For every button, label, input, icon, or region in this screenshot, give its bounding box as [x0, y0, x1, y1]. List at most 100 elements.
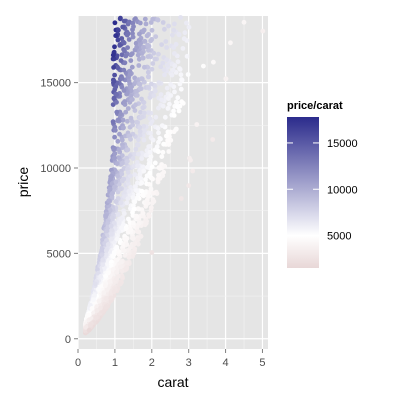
data-point — [130, 34, 136, 40]
data-point — [125, 118, 130, 124]
data-point — [130, 236, 136, 241]
data-point — [146, 47, 151, 53]
data-point — [150, 137, 156, 143]
data-point — [136, 137, 141, 143]
data-point — [135, 241, 141, 247]
data-point — [180, 46, 186, 51]
data-point — [141, 137, 147, 143]
data-point — [137, 125, 143, 130]
data-point — [162, 163, 168, 169]
data-point — [153, 114, 159, 120]
data-point — [112, 134, 117, 140]
data-point — [111, 96, 117, 101]
data-point — [127, 68, 133, 74]
data-point — [130, 195, 136, 200]
data-point — [139, 180, 145, 186]
x-tick-label: 0 — [75, 357, 81, 369]
data-point — [151, 50, 157, 56]
data-point — [114, 236, 120, 242]
data-point — [107, 207, 113, 213]
data-point — [115, 117, 121, 123]
data-point — [146, 161, 152, 167]
data-point — [127, 173, 133, 179]
data-point — [112, 20, 118, 26]
y-tick-label: 15000 — [40, 78, 71, 90]
data-point — [115, 233, 120, 238]
data-point — [156, 51, 161, 57]
data-point — [134, 89, 140, 94]
data-point — [160, 20, 166, 25]
data-point — [139, 114, 145, 120]
x-axis: 0 1 2 3 4 5 — [75, 349, 266, 369]
data-point — [121, 211, 127, 217]
data-point — [119, 225, 124, 231]
data-point — [134, 214, 140, 219]
data-point — [241, 19, 247, 25]
data-point — [128, 84, 134, 90]
data-point — [114, 109, 120, 115]
data-point — [111, 289, 117, 295]
data-point — [100, 257, 106, 263]
data-point — [114, 92, 119, 98]
data-point — [135, 237, 141, 243]
data-point — [164, 57, 170, 63]
data-point — [164, 45, 170, 50]
data-point — [156, 172, 161, 178]
data-point — [175, 59, 181, 65]
data-point — [153, 34, 159, 39]
data-point — [164, 85, 170, 91]
data-point — [119, 52, 125, 58]
x-tick-label: 3 — [186, 357, 192, 369]
data-point — [113, 199, 119, 205]
data-point — [143, 21, 149, 27]
data-point — [124, 32, 130, 38]
data-point — [119, 153, 125, 159]
data-point — [140, 44, 146, 50]
data-point — [117, 186, 123, 192]
data-point — [141, 123, 147, 129]
data-point — [113, 33, 119, 39]
data-point — [128, 58, 134, 63]
data-point — [168, 82, 174, 87]
data-point — [145, 164, 150, 170]
data-point — [128, 115, 134, 121]
data-point — [158, 64, 164, 70]
data-point — [122, 48, 127, 54]
data-point — [223, 76, 229, 82]
data-point — [109, 227, 115, 233]
data-point — [170, 67, 176, 73]
data-point — [173, 126, 179, 132]
y-tick-label: 5000 — [47, 248, 71, 260]
data-point — [139, 188, 145, 194]
data-point — [149, 250, 155, 255]
data-point — [140, 151, 145, 157]
data-point — [162, 114, 168, 120]
data-point — [140, 192, 146, 198]
data-point — [121, 18, 127, 24]
data-point — [173, 41, 179, 47]
data-point — [126, 255, 132, 260]
data-point — [110, 52, 116, 58]
x-tick-label: 4 — [223, 357, 229, 369]
data-point — [142, 38, 148, 44]
data-point — [161, 67, 167, 73]
data-point — [139, 96, 144, 102]
data-point — [155, 17, 161, 23]
data-point — [145, 54, 151, 59]
data-point — [118, 200, 124, 206]
data-point — [120, 39, 126, 45]
data-point — [83, 325, 89, 330]
data-point — [158, 92, 164, 97]
data-point — [108, 295, 114, 301]
data-point — [148, 205, 154, 211]
data-point — [194, 122, 200, 127]
data-point — [181, 36, 187, 42]
data-point — [162, 26, 167, 32]
data-point — [136, 206, 142, 212]
data-point — [151, 190, 156, 196]
data-point — [99, 252, 105, 258]
data-point — [142, 64, 147, 70]
data-point — [147, 115, 153, 121]
data-point — [154, 144, 160, 150]
data-point — [178, 15, 184, 20]
